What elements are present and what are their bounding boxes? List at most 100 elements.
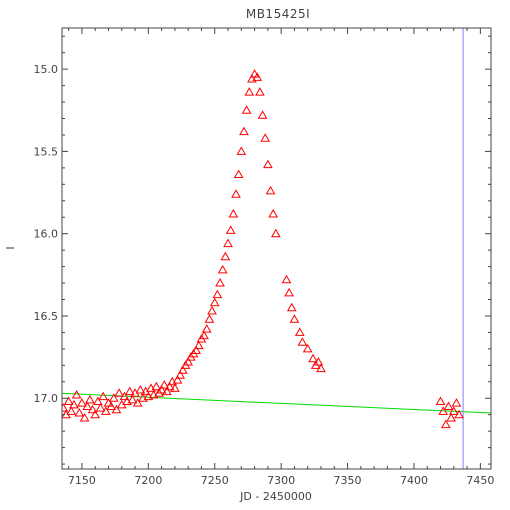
data-point <box>260 133 271 142</box>
data-point <box>178 365 188 374</box>
data-point <box>233 169 244 178</box>
data-point <box>448 406 459 415</box>
data-point <box>270 228 281 238</box>
data-point <box>108 393 119 402</box>
data-point <box>172 375 183 384</box>
data-point <box>265 185 276 195</box>
data-point <box>156 385 167 394</box>
data-point <box>127 394 138 404</box>
data-point <box>440 419 451 429</box>
data-point <box>286 302 297 312</box>
data-point <box>85 394 95 404</box>
data-point <box>435 396 446 406</box>
y-axis-title: I <box>4 246 17 249</box>
data-point <box>297 337 308 346</box>
data-point <box>302 343 313 353</box>
data-point <box>175 370 186 379</box>
plot-area <box>62 28 491 469</box>
data-point <box>313 357 324 366</box>
data-point <box>69 399 79 409</box>
data-point <box>215 278 225 287</box>
data-point <box>191 345 202 355</box>
data-point <box>220 251 231 261</box>
y-tick-label: 15.5 <box>34 145 59 158</box>
data-point <box>74 408 85 417</box>
x-tick-label: 7300 <box>267 474 295 487</box>
data-point <box>82 401 93 410</box>
data-point <box>207 306 217 315</box>
data-point <box>199 330 209 340</box>
x-tick-label: 7400 <box>400 474 428 487</box>
data-point <box>100 406 111 415</box>
y-tick-label: 15.0 <box>34 63 59 76</box>
data-point <box>209 297 220 307</box>
data-point <box>124 386 135 396</box>
data-point <box>217 264 228 274</box>
data-point <box>451 398 462 407</box>
x-tick-label: 7350 <box>334 474 362 487</box>
data-point <box>164 381 175 391</box>
x-tick-label: 7450 <box>466 474 494 487</box>
y-tick-label: 16.0 <box>34 228 59 241</box>
y-tick-label: 17.0 <box>34 392 59 405</box>
data-point <box>443 401 454 410</box>
data-point <box>92 396 103 406</box>
data-point <box>90 409 101 419</box>
data-point <box>223 238 233 248</box>
data-point <box>119 391 130 401</box>
data-point <box>316 363 326 373</box>
x-axis: 7150 7200 7250 7300 7350 7400 7450 <box>68 28 494 487</box>
data-point <box>244 87 255 96</box>
data-point <box>438 406 449 415</box>
chart-title: MB15425I <box>246 7 310 21</box>
data-point <box>308 353 318 363</box>
x-tick-label: 7250 <box>201 474 229 487</box>
data-point <box>162 386 172 396</box>
data-point <box>151 381 162 391</box>
x-axis-title: JD - 2450000 <box>239 490 312 503</box>
data-point <box>87 404 98 414</box>
data-point <box>159 380 170 389</box>
data-point <box>66 406 77 415</box>
data-point <box>62 403 69 412</box>
data-point <box>241 105 252 114</box>
x-tick-label: 7200 <box>134 474 162 487</box>
data-point <box>284 287 294 297</box>
data-point <box>201 324 212 333</box>
data-point <box>183 357 194 366</box>
data-point <box>454 409 464 419</box>
y-axis: 15.0 15.5 16.0 16.5 17.0 <box>34 35 491 465</box>
data-point <box>239 126 249 136</box>
data-point <box>63 396 74 406</box>
data-point <box>71 389 82 399</box>
data-point <box>257 110 268 119</box>
data-point <box>170 383 180 392</box>
data-point <box>294 327 305 336</box>
data-point <box>114 388 124 397</box>
data-point <box>79 412 90 422</box>
data-point <box>106 401 117 410</box>
y-tick-label: 16.5 <box>34 310 59 323</box>
data-point <box>132 398 143 407</box>
data-point <box>231 189 241 198</box>
data-point <box>98 391 109 401</box>
data-point <box>228 208 239 218</box>
x-tick-label: 7150 <box>68 474 96 487</box>
data-point <box>135 385 146 394</box>
data-point <box>446 412 457 422</box>
data-point <box>268 208 279 218</box>
data-point <box>212 289 223 299</box>
data-point <box>289 314 300 323</box>
data-point <box>77 398 87 407</box>
data-point <box>225 225 236 234</box>
data-point <box>236 146 247 155</box>
data-point <box>252 72 263 81</box>
data-point <box>263 159 273 169</box>
data-point <box>95 403 106 412</box>
data-point <box>255 87 265 96</box>
data-point <box>281 274 292 284</box>
data-point <box>204 314 215 323</box>
plot-frame <box>61 27 492 470</box>
data-point <box>193 340 204 350</box>
